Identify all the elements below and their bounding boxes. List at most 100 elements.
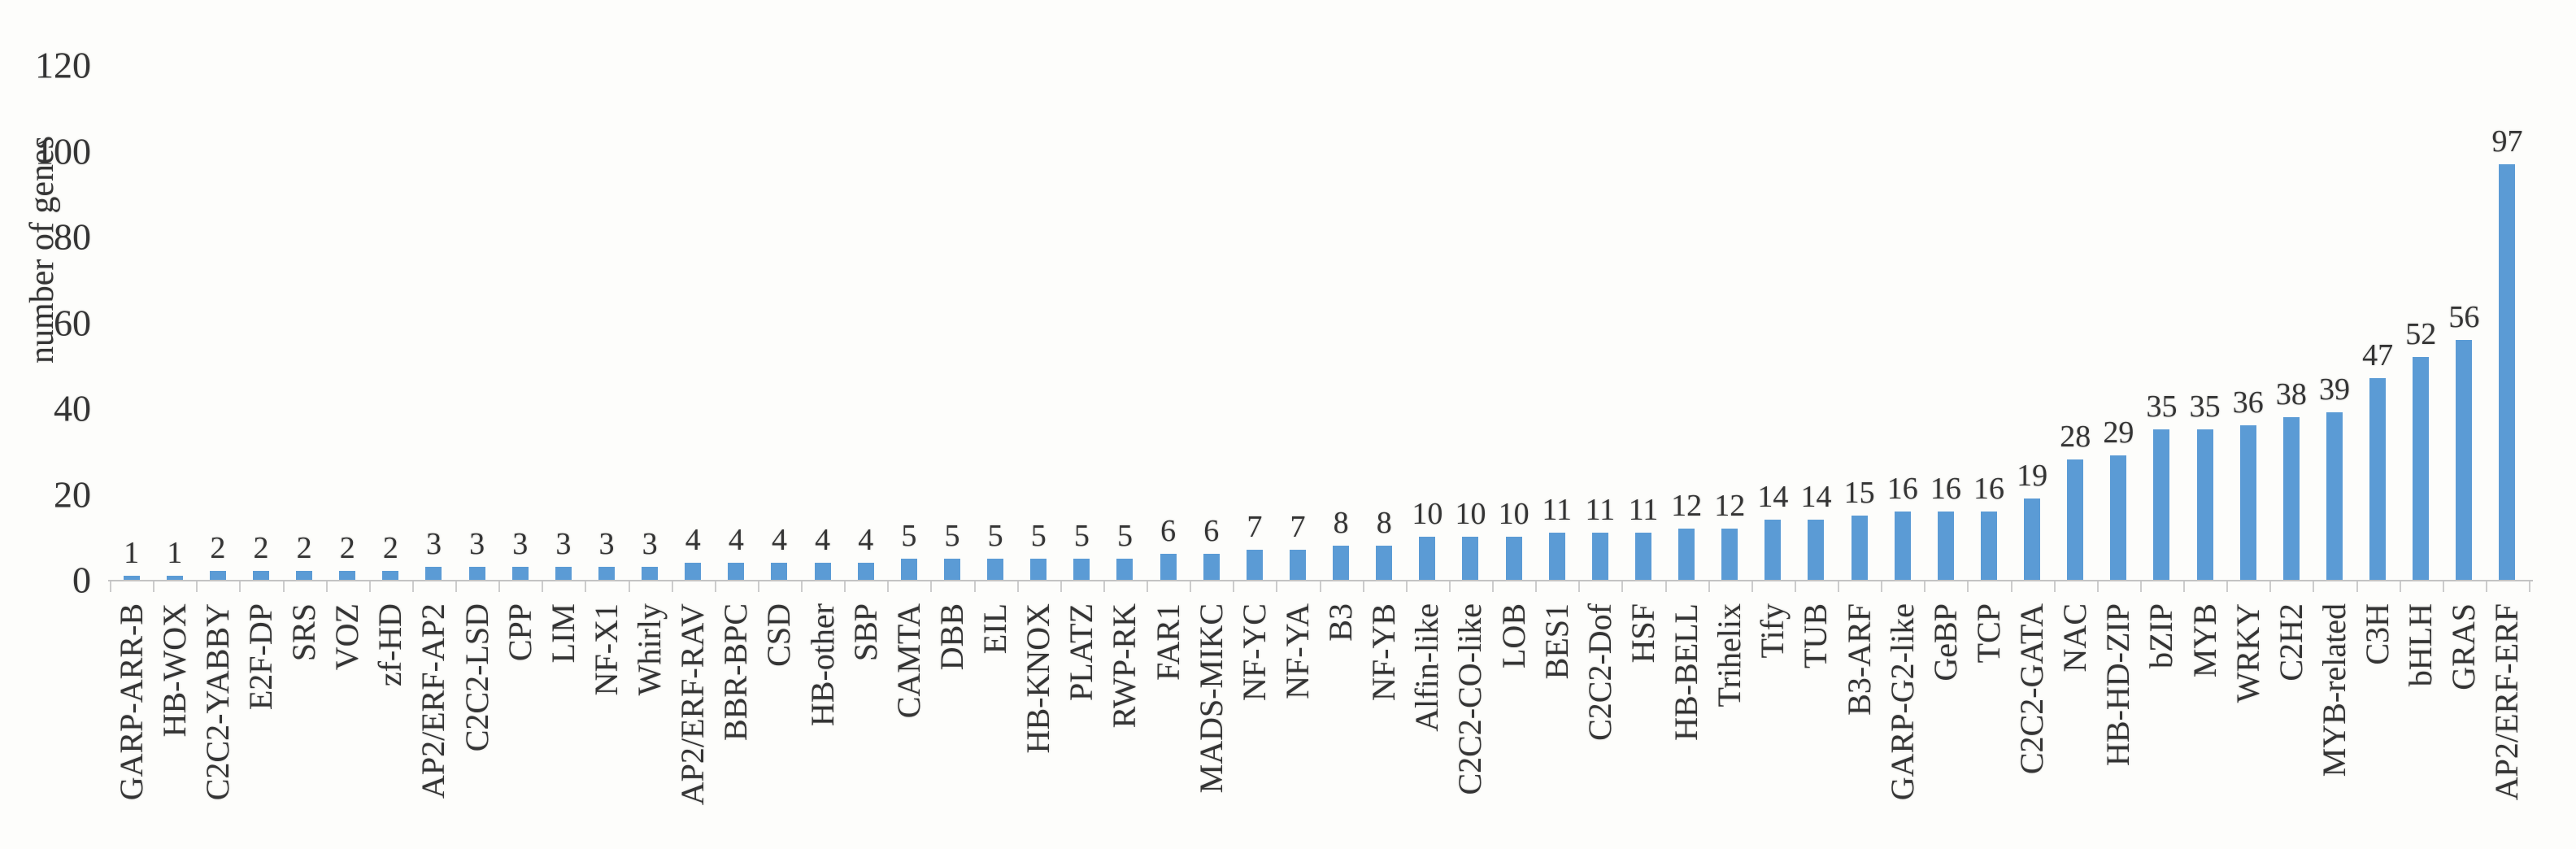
category-slot: RWP-RK [1103, 603, 1147, 805]
category-slot: Alfin-like [1406, 603, 1449, 805]
bar-slot: 14 [1795, 0, 1838, 580]
bar-slot: 2 [369, 0, 412, 580]
bar-value-label: 3 [512, 527, 529, 562]
bar [1851, 515, 1868, 580]
bar [425, 567, 442, 580]
category-slot: BES1 [1535, 603, 1578, 805]
bar-value-label: 5 [901, 518, 917, 553]
bar-value-label: 5 [944, 518, 960, 553]
x-tick-mark [671, 581, 673, 592]
category-slot: NF-X1 [585, 603, 628, 805]
bar [2110, 455, 2127, 580]
bar [1808, 520, 1825, 580]
category-slot: HB-KNOX [1017, 603, 1060, 805]
bar-slot: 15 [1838, 0, 1881, 580]
bar-slot: 8 [1363, 0, 1406, 580]
category-slot: NF-YB [1363, 603, 1406, 805]
x-tick-mark [2096, 581, 2099, 592]
x-tick-mark [930, 581, 933, 592]
x-tick-mark [973, 581, 976, 592]
category-label: B3 [1322, 603, 1360, 642]
bar [1376, 545, 1393, 580]
x-axis-category-labels: GARP-ARR-B HB-WOX C2C2-YABBY E2F-DP SRS VOZ zf… [110, 603, 2529, 805]
bar [2413, 356, 2430, 580]
bar-value-label: 28 [2060, 420, 2091, 455]
bar-slot: 3 [542, 0, 585, 580]
bar [511, 567, 529, 580]
bar-value-label: 11 [1542, 493, 1572, 528]
bar [1160, 554, 1177, 580]
plot-area: 1 1 2 2 2 2 2 3 3 3 3 3 3 4 4 4 4 4 5 5 5 5 5 5 6 6 7 7 8 8 10 10 10 11 11… [110, 0, 2529, 580]
category-label: Alfin-like [1408, 603, 1446, 732]
category-label: NF-YC [1235, 603, 1273, 702]
bar-slot: 4 [801, 0, 844, 580]
bar [2239, 425, 2256, 580]
bar-value-label: 12 [1671, 488, 1703, 523]
x-tick-mark [1881, 581, 1883, 592]
category-label: Tify [1754, 603, 1791, 659]
bar-slot: 36 [2226, 0, 2269, 580]
category-label: NAC [2056, 603, 2094, 673]
x-axis-line [108, 580, 2533, 581]
x-tick-mark [2529, 581, 2530, 592]
category-slot: bZIP [2140, 603, 2183, 805]
category-label: B3-ARF [1840, 603, 1878, 716]
bar-slot: 5 [1103, 0, 1147, 580]
x-tick-mark [801, 581, 803, 592]
category-label: GeBP [1926, 603, 1964, 681]
category-label: Whirly [631, 603, 668, 696]
category-label: HB-BELL [1668, 603, 1705, 741]
bar [1764, 520, 1782, 580]
category-slot: AP2/ERF-AP2 [412, 603, 455, 805]
x-tick-mark [628, 581, 630, 592]
category-label: C2C2-Dof [1581, 603, 1618, 741]
category-label: CSD [760, 603, 798, 667]
bar [987, 558, 1004, 580]
bar [771, 562, 788, 580]
x-tick-mark [1448, 581, 1451, 592]
bar-value-label: 4 [685, 522, 701, 557]
category-slot: CPP [498, 603, 542, 805]
bar-value-label: 5 [987, 518, 1003, 553]
category-slot: C3H [2356, 603, 2400, 805]
category-label: LOB [1495, 603, 1532, 668]
x-tick-mark [1924, 581, 1926, 592]
bar-value-label: 2 [339, 531, 355, 566]
category-label: NF-X1 [587, 603, 624, 696]
category-label: MYB-related [2315, 603, 2352, 777]
bar-value-label: 56 [2448, 299, 2480, 334]
bar-value-label: 5 [1030, 518, 1046, 553]
bar-value-label: 35 [2146, 390, 2178, 424]
x-tick-mark [2442, 581, 2444, 592]
bar-value-label: 39 [2318, 372, 2350, 407]
bar-slot: 12 [1665, 0, 1708, 580]
bar [1419, 537, 1436, 580]
x-tick-mark [2183, 581, 2185, 592]
bar-value-label: 12 [1714, 488, 1746, 523]
x-tick-mark [1794, 581, 1796, 592]
bar [814, 562, 831, 580]
category-label: MYB [2186, 603, 2223, 678]
x-tick-mark [2485, 581, 2487, 592]
category-slot: bHLH [2400, 603, 2443, 805]
x-tick-mark [110, 581, 111, 592]
bar-value-label: 15 [1843, 475, 1875, 510]
bar-slot: 5 [1017, 0, 1060, 580]
bar-value-label: 38 [2275, 377, 2307, 411]
category-slot: MADS-MIKC [1190, 603, 1233, 805]
x-tick-mark [1664, 581, 1667, 592]
x-tick-mark [1751, 581, 1753, 592]
category-slot: MYB-related [2313, 603, 2356, 805]
category-label: C2C2-LSD [458, 603, 495, 752]
bar-slot: 4 [844, 0, 887, 580]
bar [1937, 511, 1954, 580]
bar-value-label: 8 [1376, 505, 1392, 540]
category-label: RWP-RK [1106, 603, 1143, 729]
bar-value-label: 3 [642, 527, 658, 562]
bar-slot: 38 [2269, 0, 2313, 580]
bar-slot: 11 [1578, 0, 1621, 580]
x-tick-mark [239, 581, 242, 592]
x-tick-mark [1492, 581, 1494, 592]
bar-slot: 7 [1233, 0, 1276, 580]
